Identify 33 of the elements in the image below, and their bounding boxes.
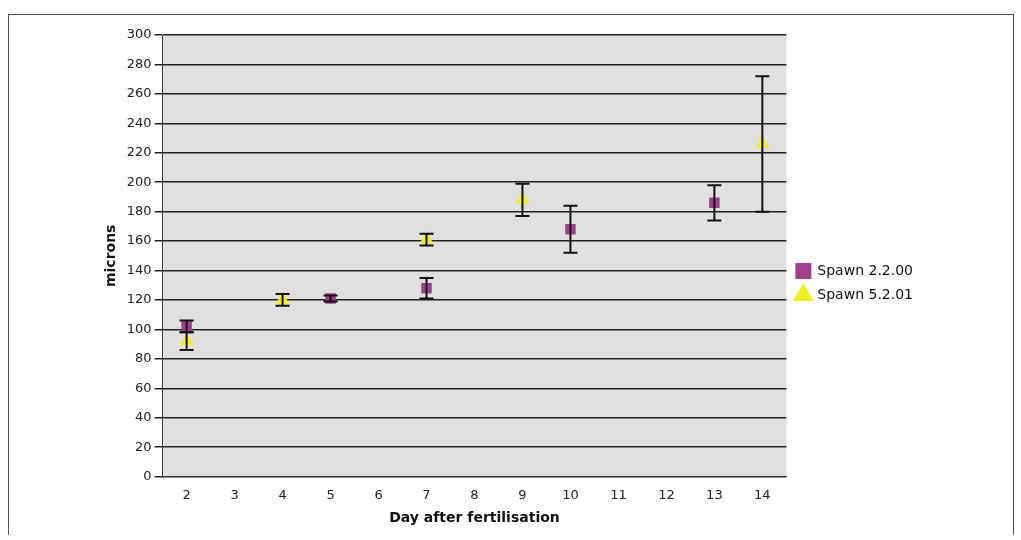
y-tick-label: 40 xyxy=(135,409,152,425)
x-tick-label: 5 xyxy=(326,486,335,502)
x-tick-label: 13 xyxy=(706,486,723,502)
y-tick-label: 100 xyxy=(126,320,152,336)
x-tick-label: 12 xyxy=(658,486,675,502)
y-tick-label: 160 xyxy=(126,232,152,248)
x-tick-label: 7 xyxy=(422,486,431,502)
y-tick-label: 280 xyxy=(126,55,152,71)
x-tick-label: 2 xyxy=(182,486,191,502)
legend-label: Spawn 5.2.01 xyxy=(817,285,913,302)
x-tick-label: 11 xyxy=(610,486,627,502)
y-tick-label: 80 xyxy=(135,350,152,366)
x-axis-title: Day after fertilisation xyxy=(389,509,560,526)
y-tick-label: 260 xyxy=(126,85,152,101)
y-tick-label: 300 xyxy=(126,26,152,42)
legend-label: Spawn 2.2.00 xyxy=(817,261,913,278)
y-tick-label: 220 xyxy=(126,144,152,160)
y-tick-label: 200 xyxy=(126,173,152,189)
x-tick-label: 3 xyxy=(230,486,239,502)
x-tick-label: 8 xyxy=(470,486,479,502)
x-tick-label: 9 xyxy=(518,486,527,502)
y-tick-label: 120 xyxy=(126,291,152,307)
y-tick-label: 60 xyxy=(135,379,152,395)
x-tick-label: 10 xyxy=(562,486,579,502)
x-tick-label: 14 xyxy=(754,486,771,502)
y-tick-label: 240 xyxy=(126,114,152,130)
y-axis-title: microns xyxy=(102,224,119,288)
y-tick-label: 0 xyxy=(143,467,152,483)
y-tick-label: 20 xyxy=(135,438,152,454)
x-tick-label: 6 xyxy=(374,486,383,502)
y-tick-label: 140 xyxy=(126,261,152,277)
x-tick-label: 4 xyxy=(278,486,287,502)
y-tick-label: 180 xyxy=(126,203,152,219)
